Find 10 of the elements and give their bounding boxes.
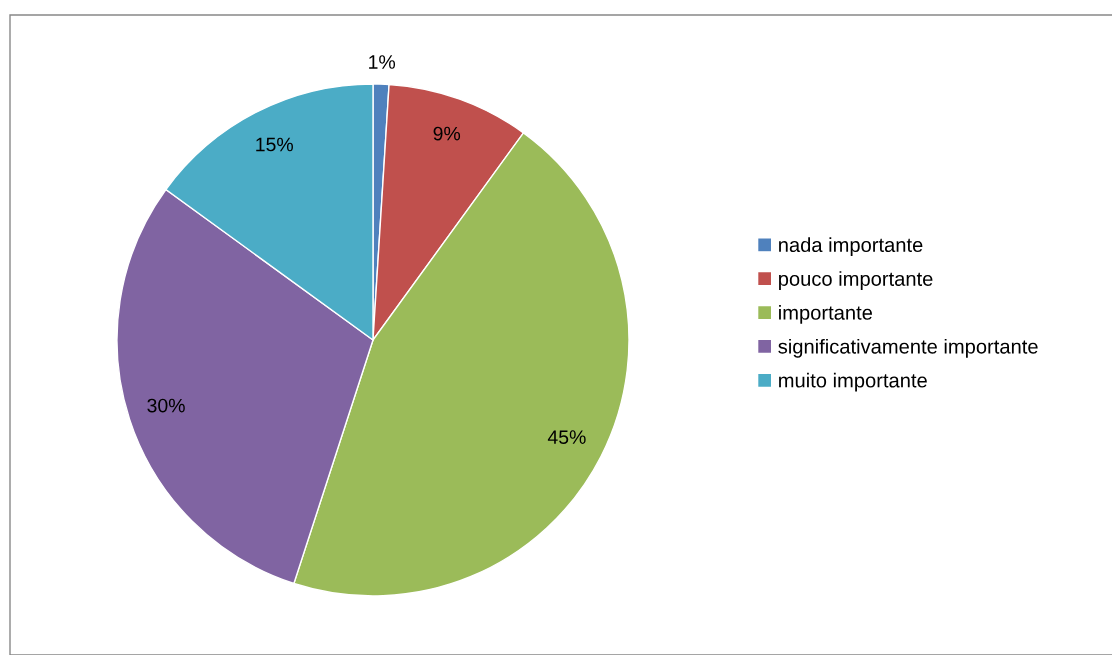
data-label: 30% [147,398,185,413]
data-label: 45% [547,430,586,445]
legend-label: nada importante [779,237,923,257]
data-label: 9% [433,126,461,141]
legend-label: importante [779,305,872,324]
legend-label: significativamente importante [778,338,1038,358]
legend-label: pouco importante [779,271,933,290]
data-label: 15% [256,137,293,152]
legend-label: muito importante [779,372,927,392]
data-label: 1% [369,55,396,69]
